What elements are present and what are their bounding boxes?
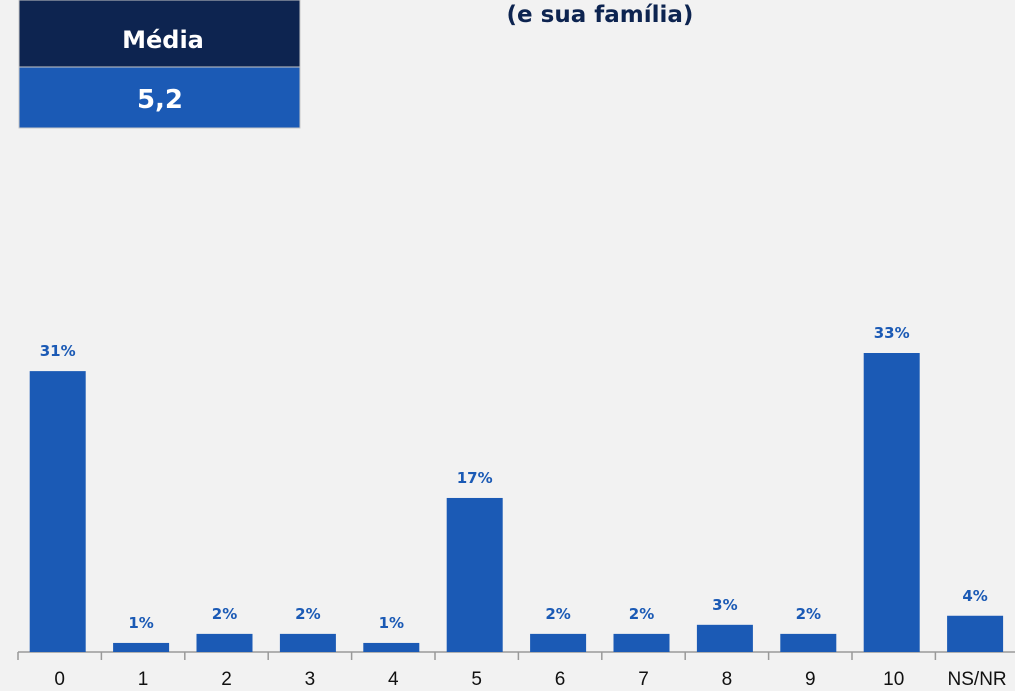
summary-value: 5,2 xyxy=(137,85,183,115)
value-label: 31% xyxy=(40,342,76,360)
x-tick-label: 7 xyxy=(638,669,649,690)
value-label: 1% xyxy=(379,614,404,632)
bar xyxy=(196,633,253,652)
value-label: 2% xyxy=(295,605,320,623)
x-tick-label: 0 xyxy=(54,669,65,690)
bar xyxy=(780,633,837,652)
x-tick-label: 8 xyxy=(722,669,733,690)
bar xyxy=(29,371,86,652)
summary-label: Média xyxy=(122,26,204,54)
summary-header xyxy=(18,0,301,68)
bar xyxy=(530,633,587,652)
value-label: 2% xyxy=(629,605,654,623)
bar xyxy=(613,633,670,652)
bar xyxy=(363,642,420,652)
value-label: 2% xyxy=(545,605,570,623)
x-tick-label: 6 xyxy=(555,669,566,690)
value-label: 2% xyxy=(796,605,821,623)
x-tick-label: 4 xyxy=(388,669,399,690)
x-tick-label: 3 xyxy=(305,669,316,690)
x-tick-label: 9 xyxy=(805,669,816,690)
chart-title: (e sua família) xyxy=(507,2,694,28)
value-label: 33% xyxy=(874,324,910,342)
summary-value-box xyxy=(18,66,301,129)
bar xyxy=(696,624,753,652)
value-label: 3% xyxy=(712,596,737,614)
value-label: 1% xyxy=(128,614,153,632)
bar xyxy=(446,497,503,652)
x-tick-label: 1 xyxy=(138,669,149,690)
value-label: 17% xyxy=(457,469,493,487)
bar xyxy=(863,353,920,652)
x-tick-label: 10 xyxy=(883,669,904,690)
value-label: 2% xyxy=(212,605,237,623)
x-tick-label: 5 xyxy=(471,669,482,690)
bar xyxy=(279,633,336,652)
bar xyxy=(113,642,170,652)
x-tick-label: 2 xyxy=(221,669,232,690)
bar xyxy=(947,615,1004,652)
x-tick-label: NS/NR xyxy=(948,669,1007,690)
value-label: 4% xyxy=(962,587,987,605)
